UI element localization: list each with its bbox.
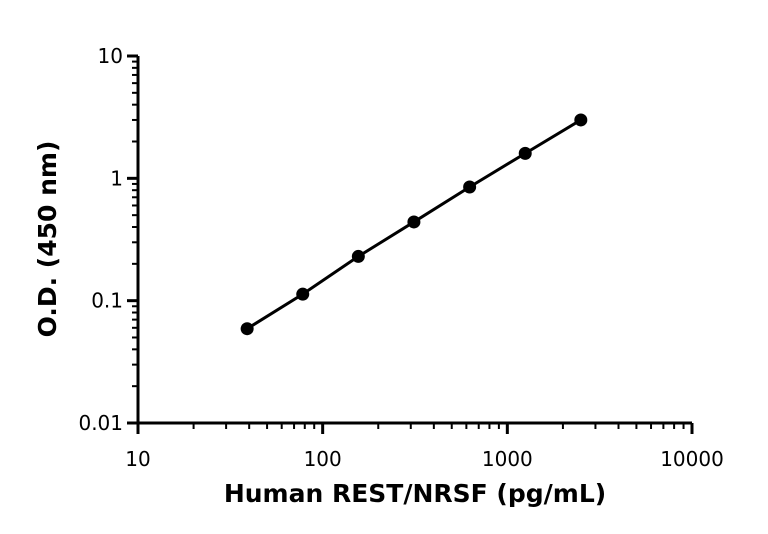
x-tick-label: 1000 xyxy=(482,447,533,471)
data-point xyxy=(463,180,477,194)
y-axis-ticks: 0.01 0.1 1 10 xyxy=(78,44,138,435)
plot-area xyxy=(240,113,588,336)
y-tick-label: 0.1 xyxy=(91,289,123,313)
data-point xyxy=(351,249,365,263)
y-tick-label: 10 xyxy=(98,44,123,68)
y-tick-label: 1 xyxy=(110,166,123,190)
data-point xyxy=(407,215,421,229)
y-tick-label: 0.01 xyxy=(78,411,123,435)
data-point xyxy=(518,146,532,160)
y-axis-title: O.D. (450 nm) xyxy=(33,141,62,338)
data-point xyxy=(240,322,254,336)
x-tick-label: 10 xyxy=(125,447,150,471)
data-point xyxy=(296,287,310,301)
x-tick-label: 100 xyxy=(304,447,342,471)
data-point xyxy=(574,113,588,127)
x-axis-ticks: 10 100 1000 10000 xyxy=(125,423,724,471)
x-axis-title: Human REST/NRSF (pg/mL) xyxy=(224,479,606,508)
x-tick-label: 10000 xyxy=(660,447,724,471)
